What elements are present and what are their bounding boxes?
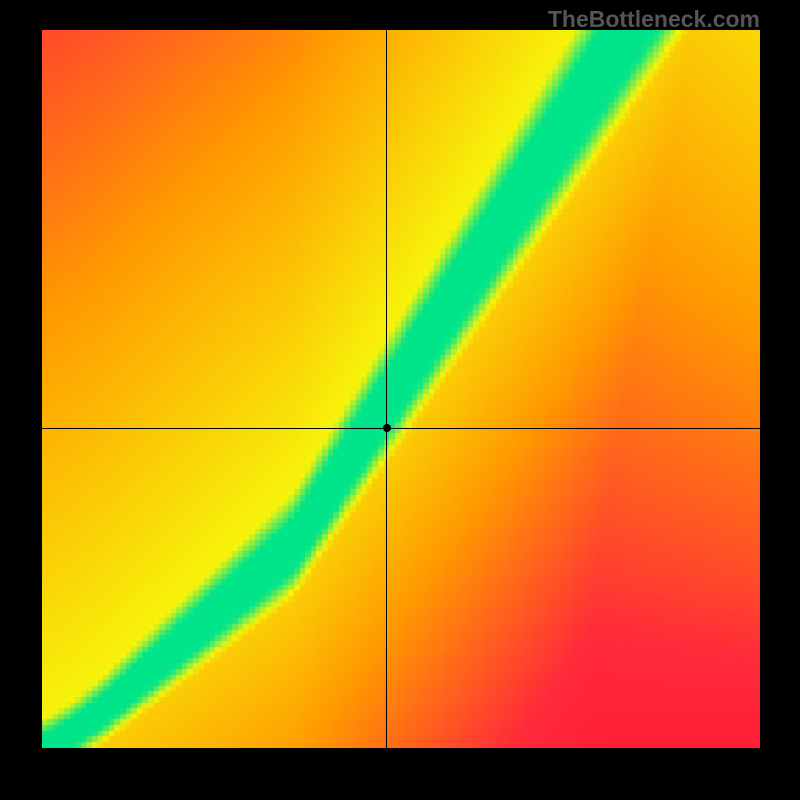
heatmap-canvas xyxy=(42,30,760,748)
watermark-label: TheBottleneck.com xyxy=(548,6,760,33)
crosshair-vertical xyxy=(386,30,387,748)
chart-container: TheBottleneck.com xyxy=(0,0,800,800)
crosshair-horizontal xyxy=(42,428,760,429)
